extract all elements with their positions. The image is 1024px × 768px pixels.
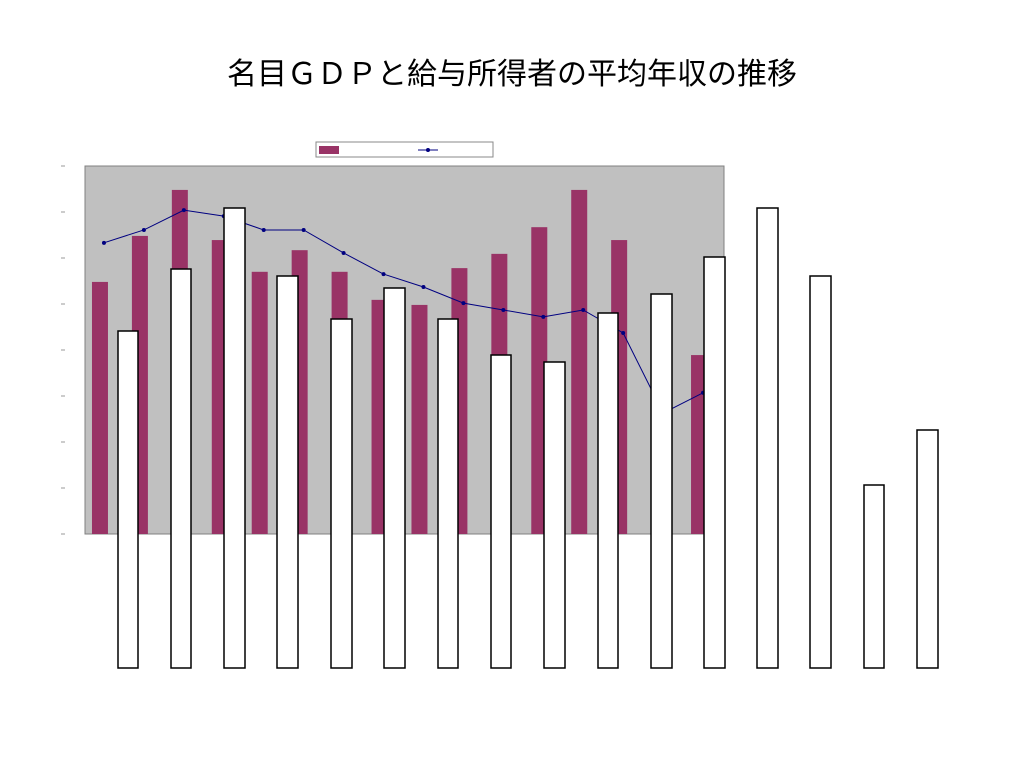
legend-swatch	[319, 146, 339, 154]
box	[170, 268, 192, 669]
bar	[91, 281, 108, 534]
box	[117, 330, 139, 669]
box	[330, 318, 353, 669]
point	[621, 330, 626, 335]
legend	[315, 141, 494, 158]
point	[301, 227, 306, 232]
bar	[251, 271, 268, 534]
point	[461, 301, 466, 306]
box	[276, 275, 299, 669]
box	[703, 256, 726, 669]
bar	[691, 355, 708, 534]
legend-marker	[426, 148, 430, 152]
bar	[411, 304, 428, 534]
point	[101, 240, 106, 245]
point	[181, 208, 186, 213]
empty-boxes	[117, 207, 939, 669]
box	[223, 207, 246, 669]
point	[381, 272, 386, 277]
point	[141, 227, 146, 232]
point	[421, 284, 426, 289]
point	[261, 227, 266, 232]
point	[541, 314, 546, 319]
box	[490, 354, 512, 669]
box	[809, 275, 832, 669]
box	[650, 293, 673, 669]
box	[597, 312, 619, 669]
box	[756, 207, 779, 669]
box	[543, 361, 566, 669]
box	[916, 429, 939, 669]
box	[383, 287, 406, 669]
box	[863, 484, 885, 669]
point	[581, 307, 586, 312]
point	[341, 250, 346, 255]
chart-title: 名目ＧＤＰと給与所得者の平均年収の推移	[227, 57, 797, 92]
point	[501, 307, 506, 312]
legend-box	[315, 141, 494, 158]
box	[437, 318, 459, 669]
bar	[571, 189, 588, 535]
